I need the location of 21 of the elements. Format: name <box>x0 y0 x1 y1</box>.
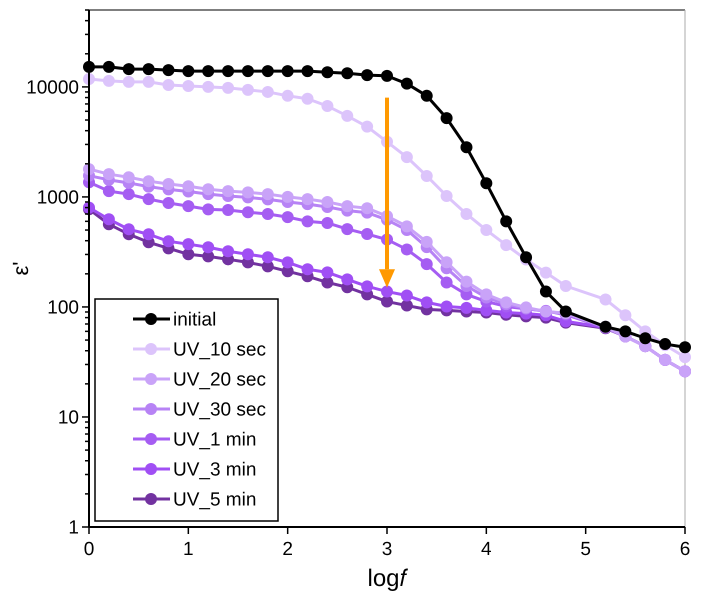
y-axis-title: ε' <box>8 261 33 276</box>
x-tick-label: 0 <box>84 539 94 560</box>
x-tick-label: 6 <box>680 539 690 560</box>
y-tick-label: 10000 <box>26 78 79 99</box>
legend-label: UV_1 min <box>173 430 256 451</box>
x-axis-title: log𝑓 <box>367 565 409 592</box>
y-tick-label: 10 <box>58 408 79 429</box>
legend-label: initial <box>173 310 216 331</box>
legend-label: UV_3 min <box>173 460 256 481</box>
legend-label: UV_20 sec <box>173 370 266 391</box>
legend-label: UV_10 sec <box>173 340 266 361</box>
y-tick-label: 1 <box>68 518 79 539</box>
y-tick-label: 1000 <box>36 188 79 209</box>
x-tick-label: 2 <box>282 539 293 560</box>
x-tick-label: 3 <box>382 539 392 560</box>
legend-label: UV_5 min <box>173 490 256 511</box>
x-tick-label: 5 <box>580 539 591 560</box>
legend-label: UV_30 sec <box>173 400 266 421</box>
x-tick-label: 1 <box>183 539 194 560</box>
y-tick-label: 100 <box>47 298 79 319</box>
x-tick-label: 4 <box>481 539 492 560</box>
